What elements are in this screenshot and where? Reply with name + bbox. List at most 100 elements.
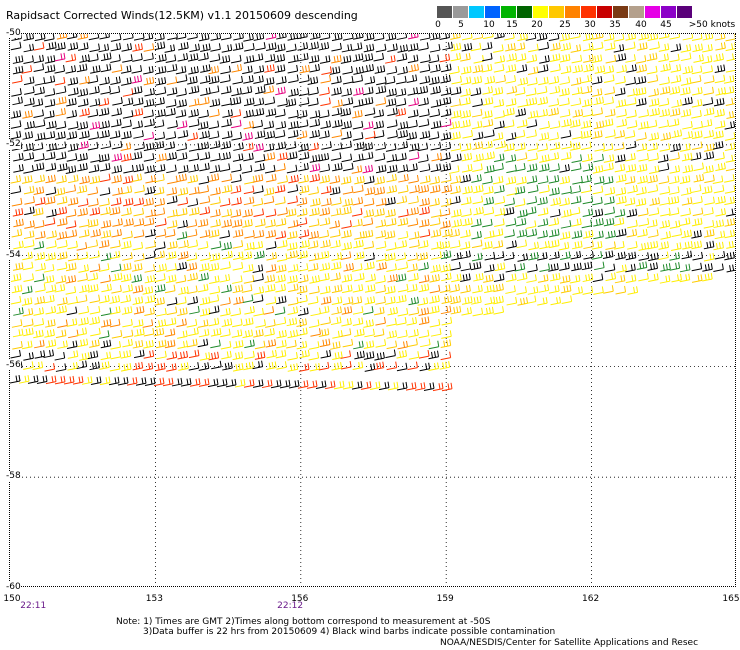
wind-barb (440, 163, 452, 172)
wind-barb (156, 263, 167, 273)
wind-barb (220, 34, 232, 41)
wind-barb (76, 185, 88, 194)
wind-barb (288, 54, 299, 64)
wind-barb (329, 220, 341, 229)
wind-barb (100, 86, 111, 95)
wind-barb (33, 219, 45, 229)
wind-barb (133, 207, 145, 217)
wind-barb (364, 296, 376, 305)
wind-barb (276, 339, 287, 349)
wind-barb (364, 107, 376, 117)
wind-barb (87, 218, 99, 228)
wind-barb (658, 119, 670, 129)
wind-barb (693, 173, 705, 183)
wind-barb (636, 163, 648, 173)
wind-barb (472, 141, 484, 150)
wind-barb (232, 351, 244, 361)
wind-barb (341, 206, 352, 216)
wind-barb (526, 163, 538, 172)
wind-barb (189, 378, 201, 387)
wind-barb (647, 262, 658, 271)
wind-barb (396, 53, 408, 62)
wind-barb (526, 228, 538, 238)
wind-barb (324, 380, 336, 390)
wind-barb (679, 273, 691, 283)
wind-barb (330, 239, 341, 249)
wind-barb (439, 240, 451, 250)
wind-barb (164, 339, 176, 349)
wind-barb (481, 52, 493, 62)
wind-barb (408, 307, 420, 316)
wind-barb (143, 142, 155, 152)
wind-barb (66, 109, 78, 119)
wind-barb (219, 273, 231, 283)
wind-barb (34, 77, 46, 86)
wind-barb (112, 97, 123, 106)
wind-barb (320, 239, 331, 249)
wind-barb (647, 174, 658, 184)
wind-barb (154, 131, 166, 141)
wind-barb (263, 85, 275, 95)
wind-barb (407, 163, 418, 172)
wind-barb (219, 163, 231, 172)
wind-barb (503, 206, 515, 216)
wind-barb (209, 164, 221, 174)
wind-barb (11, 228, 23, 238)
wind-barb (419, 163, 431, 173)
wind-barb (209, 275, 220, 284)
wind-barb (33, 54, 45, 64)
wind-barb (560, 251, 571, 260)
wind-barb (375, 253, 387, 262)
wind-barb (65, 165, 77, 174)
wind-barb (109, 318, 121, 328)
wind-barb (176, 120, 188, 130)
wind-barb (397, 329, 408, 339)
wind-barb (276, 34, 287, 40)
wind-barb (418, 350, 430, 359)
wind-barb (671, 99, 682, 108)
wind-barb (142, 362, 154, 372)
wind-barb (122, 54, 133, 63)
wind-barb (264, 96, 276, 106)
wind-barb (636, 64, 647, 73)
wind-barb (231, 174, 242, 183)
wind-barb (460, 284, 471, 294)
wind-barb (658, 98, 670, 107)
wind-barb (473, 55, 485, 64)
wind-barb (659, 76, 670, 86)
wind-barb (232, 318, 243, 328)
wind-barb (298, 307, 309, 317)
wind-barb (286, 230, 298, 240)
wind-barb (275, 349, 287, 359)
wind-barb (364, 284, 376, 293)
wind-barb (178, 286, 189, 295)
wind-barb (330, 261, 342, 271)
wind-barb (307, 76, 319, 86)
wind-barb (299, 239, 310, 249)
wind-barb (484, 251, 496, 261)
wind-barb (603, 154, 615, 163)
wind-barb (484, 164, 495, 174)
wind-barb (538, 132, 550, 141)
wind-barb (724, 196, 735, 206)
wind-barb (351, 208, 363, 217)
wind-barb (156, 218, 167, 227)
wind-barb (199, 229, 211, 239)
wind-barb (112, 187, 123, 196)
wind-barb (440, 339, 452, 348)
wind-barb (659, 197, 670, 206)
wind-barb (527, 184, 539, 194)
wind-barb (121, 130, 132, 140)
wind-barb (77, 273, 88, 282)
wind-barb (67, 143, 79, 152)
wind-barb (186, 219, 198, 228)
wind-barb (572, 176, 583, 185)
wind-barb (343, 262, 354, 272)
wind-barb (408, 97, 419, 107)
wind-barb (363, 340, 375, 350)
wind-barb (186, 228, 198, 238)
wind-barb (307, 296, 319, 305)
wind-barb (275, 283, 286, 293)
wind-barb (375, 230, 387, 239)
wind-barb (419, 362, 431, 372)
